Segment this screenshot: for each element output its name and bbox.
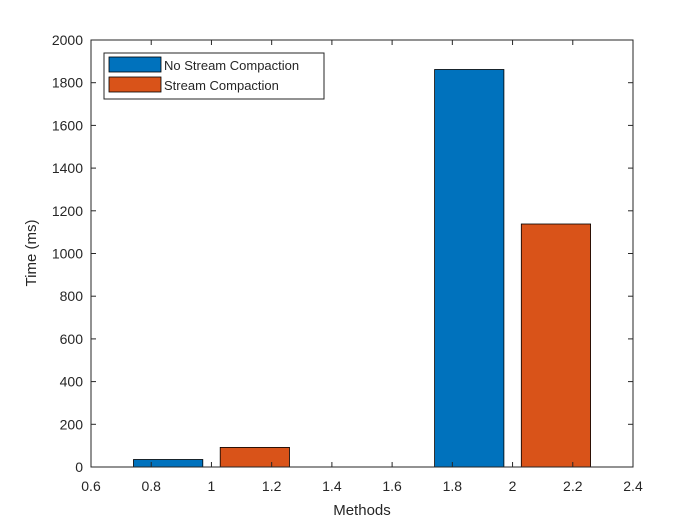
y-tick-label: 1800 [52,75,83,91]
y-axis-label: Time (ms) [23,220,40,287]
legend-label-1: No Stream Compaction [164,58,299,73]
bar-series-2-1 [219,446,290,468]
y-tick-label: 2000 [52,32,83,48]
bars-group [133,69,591,468]
x-tick-label: 1.2 [262,478,282,494]
x-tick-label: 2 [509,478,517,494]
x-axis-label: Methods [333,502,391,519]
ticks-group: 0.6 0.8 1 1.2 1.4 1.6 1.8 2 2.2 2.4 0 200 400 600 800 1… [52,32,643,494]
y-tick-label: 600 [60,331,84,347]
y-tick-label: 400 [60,374,84,390]
legend: No Stream Compaction Stream Compaction [103,52,325,100]
bar-series-2-2 [520,223,591,468]
y-tick-label: 1600 [52,117,83,133]
y-tick-label: 1400 [52,160,83,176]
y-tick-label: 200 [60,416,84,432]
x-tick-label: 0.8 [141,478,161,494]
x-tick-label: 1 [208,478,216,494]
bar-series-1-1 [133,459,204,468]
bar-series-1-2 [434,69,505,468]
x-tick-label: 2.2 [563,478,583,494]
x-tick-label: 1.4 [322,478,342,494]
x-tick-label: 0.6 [81,478,101,494]
x-tick-label: 2.4 [623,478,643,494]
y-tick-label: 800 [60,288,84,304]
y-tick-label: 1000 [52,246,83,262]
legend-swatch-1 [108,56,162,73]
x-tick-label: 1.6 [382,478,402,494]
legend-label-2: Stream Compaction [164,78,279,93]
y-tick-label: 1200 [52,203,83,219]
legend-swatch-2 [108,76,162,93]
x-tick-label: 1.8 [443,478,463,494]
y-tick-label: 0 [75,459,83,475]
